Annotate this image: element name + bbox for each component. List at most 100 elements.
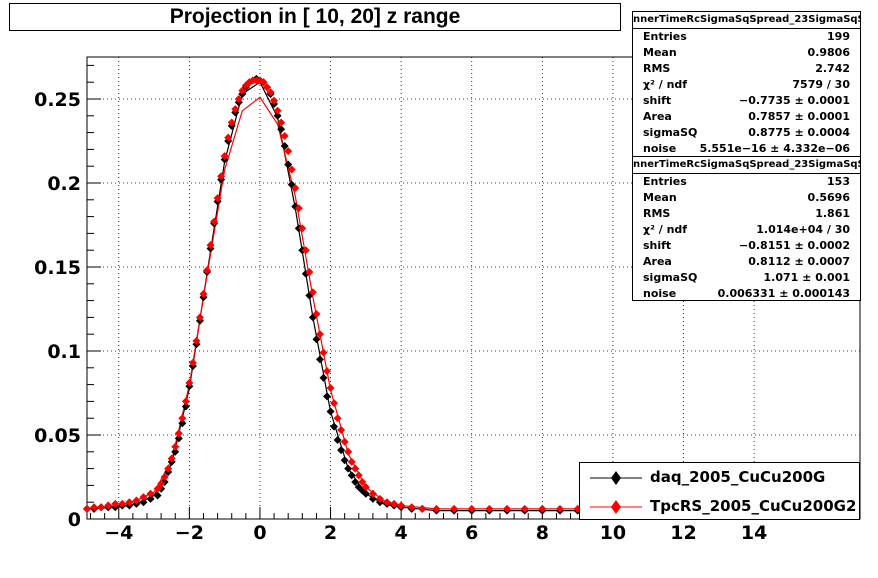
data-point	[146, 494, 155, 503]
data-point	[503, 504, 512, 513]
data-point	[195, 313, 204, 322]
data-point	[139, 493, 148, 502]
data-point	[139, 498, 148, 507]
legend-label: daq_2005_CuCu200G	[650, 468, 826, 486]
data-point	[432, 504, 441, 513]
data-point	[319, 348, 328, 357]
stats-row: Entries 153	[633, 174, 860, 190]
data-point	[383, 498, 392, 507]
stats-row: Mean 0.9806	[633, 45, 860, 61]
data-point	[266, 88, 275, 97]
stats-row: RMS 1.861	[633, 206, 860, 222]
stats-key: noise	[643, 287, 677, 300]
data-point	[203, 266, 212, 275]
data-point	[153, 484, 162, 493]
stats-value: 0.5696	[807, 191, 850, 204]
stats-box-header: nnerTimeRcSigmaSqSpread_23SigmaSqSpread	[633, 157, 860, 174]
data-point	[90, 503, 99, 512]
y-tick-label: 0.05	[34, 425, 81, 447]
x-tick-label: 6	[465, 522, 478, 544]
data-point	[217, 172, 226, 181]
data-point	[171, 442, 180, 451]
stats-value: 2.742	[815, 62, 850, 75]
data-point	[485, 504, 494, 513]
data-point	[397, 501, 406, 510]
data-point	[273, 106, 282, 115]
data-point	[315, 355, 324, 364]
data-point	[344, 447, 353, 456]
data-point	[277, 118, 286, 127]
data-point	[181, 402, 190, 411]
data-point	[315, 330, 324, 339]
stats-value: 0.006331 ± 0.000143	[717, 287, 850, 300]
stats-box-header: nnerTimeRcSigmaSqSpread_23SigmaSqSpread	[633, 12, 860, 29]
data-point	[330, 422, 339, 431]
data-point	[181, 397, 190, 406]
stats-value: 0.9806	[807, 46, 850, 59]
stats-key: shift	[643, 94, 672, 107]
stats-value: −0.8151 ± 0.0002	[739, 239, 850, 252]
legend-marker-tpcrs-icon	[590, 500, 642, 514]
data-point	[104, 501, 113, 510]
data-point	[351, 464, 360, 473]
stats-value: 7579 / 30	[792, 78, 850, 91]
stats-row: noise 5.551e−16 ± 4.332e−06	[633, 141, 860, 157]
stats-key: sigmaSQ	[643, 271, 698, 284]
data-point	[188, 358, 197, 367]
data-point	[308, 288, 317, 297]
data-point	[312, 335, 321, 344]
data-point	[312, 310, 321, 319]
stats-value: 1.014e+04 / 30	[756, 223, 850, 236]
data-point	[358, 478, 367, 487]
data-point	[167, 454, 176, 463]
legend: daq_2005_CuCu200G TpcRS_2005_CuCu200G2	[579, 462, 860, 520]
data-point	[520, 504, 529, 513]
data-point	[178, 414, 187, 423]
stats-value: −0.7735 ± 0.0001	[739, 94, 850, 107]
data-point	[174, 434, 183, 443]
stats-key: RMS	[643, 62, 671, 75]
data-point	[280, 131, 289, 140]
stats-row: sigmaSQ 1.071 ± 0.001	[633, 270, 860, 286]
data-point	[118, 499, 127, 508]
data-point	[368, 494, 377, 503]
data-point	[192, 336, 201, 345]
stats-key: Mean	[643, 46, 677, 59]
data-point	[132, 496, 141, 505]
stats-key: Mean	[643, 191, 677, 204]
stats-row: χ² / ndf 1.014e+04 / 30	[633, 222, 860, 238]
data-point	[361, 489, 370, 498]
data-point	[407, 503, 416, 512]
data-point	[210, 217, 219, 226]
data-point	[467, 504, 476, 513]
stats-value: 0.8112 ± 0.0007	[748, 255, 850, 268]
stats-row: noise 0.006331 ± 0.000143	[633, 286, 860, 302]
data-point	[555, 504, 564, 513]
x-tick-label: 4	[395, 522, 408, 544]
data-point	[97, 503, 106, 512]
data-point	[273, 111, 282, 120]
data-point	[259, 78, 268, 87]
data-point	[238, 86, 247, 95]
data-point	[146, 489, 155, 498]
data-point	[326, 407, 335, 416]
data-point	[125, 498, 134, 507]
data-point	[224, 133, 233, 142]
data-point	[333, 414, 342, 423]
stats-value: 0.7857 ± 0.0001	[748, 110, 850, 123]
data-point	[337, 446, 346, 455]
data-point	[287, 165, 296, 174]
data-point	[323, 367, 332, 376]
data-point	[351, 478, 360, 487]
stats-key: RMS	[643, 207, 671, 220]
data-point	[185, 378, 194, 387]
data-point	[284, 160, 293, 169]
data-point	[347, 457, 356, 466]
data-point	[375, 494, 384, 503]
data-point	[280, 142, 289, 151]
data-point	[213, 194, 222, 203]
data-point	[333, 436, 342, 445]
data-point	[227, 118, 236, 127]
stats-box-daq: nnerTimeRcSigmaSqSpread_23SigmaSqSpread …	[632, 11, 861, 157]
